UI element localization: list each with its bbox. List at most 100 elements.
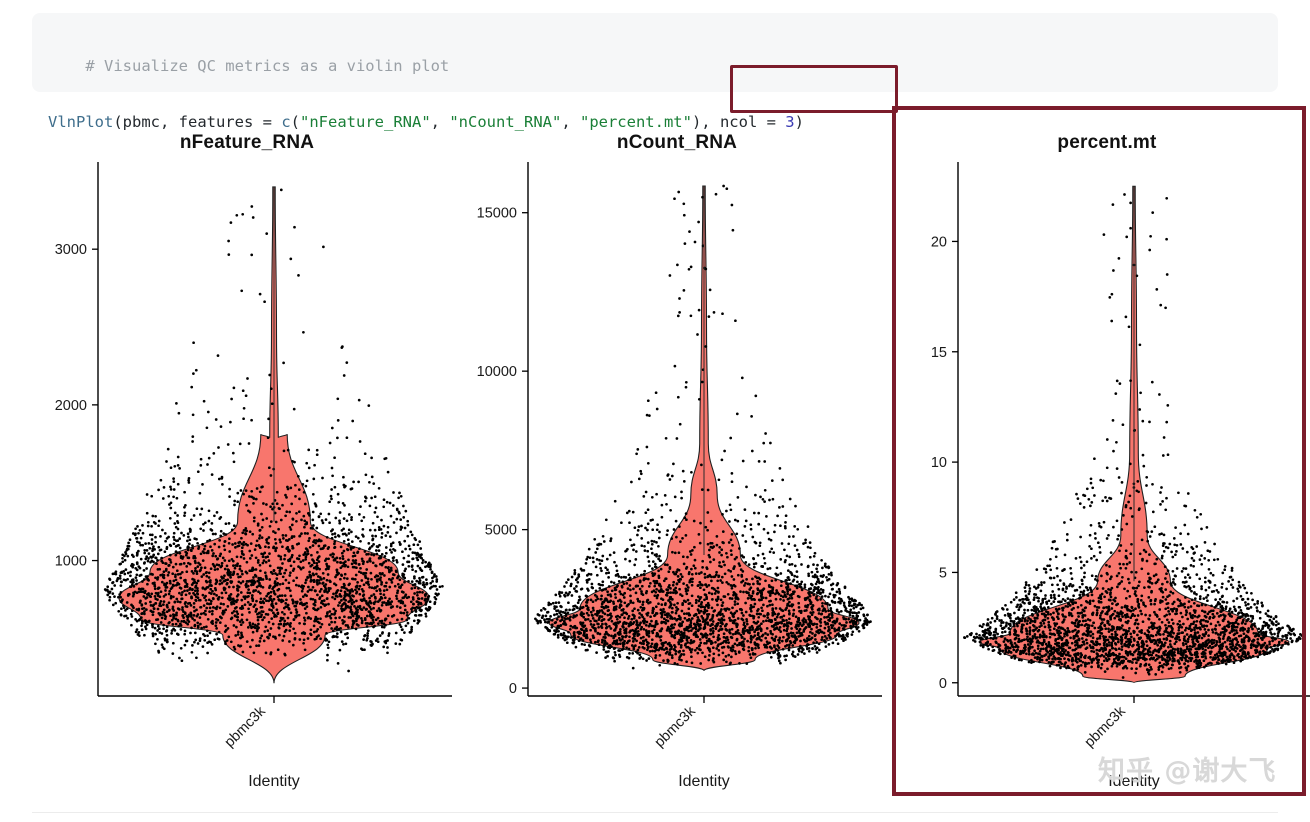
data-point [179, 587, 183, 590]
data-point [283, 594, 287, 597]
data-point [142, 569, 146, 572]
data-point [367, 583, 371, 586]
data-point [143, 548, 147, 552]
data-point [264, 545, 267, 549]
data-point [327, 640, 331, 644]
data-point [615, 617, 619, 621]
data-point [297, 584, 301, 588]
data-point [191, 544, 194, 547]
data-point [785, 554, 789, 558]
data-point [255, 599, 258, 603]
data-point [668, 274, 672, 277]
data-point [862, 613, 866, 617]
data-point [821, 566, 824, 570]
data-point [776, 514, 779, 518]
data-point [228, 495, 231, 498]
data-point [157, 488, 160, 492]
data-point [183, 643, 187, 647]
data-point [259, 601, 262, 604]
data-point [360, 579, 364, 582]
data-point [135, 582, 138, 586]
data-point [641, 619, 645, 623]
data-point [673, 197, 676, 201]
data-point [771, 607, 775, 610]
data-point [197, 545, 201, 549]
data-point [379, 592, 382, 596]
data-point [810, 622, 814, 626]
data-point [340, 604, 343, 608]
data-point [202, 551, 206, 555]
data-point [167, 592, 171, 596]
data-point [273, 635, 277, 639]
data-point [194, 567, 197, 570]
data-point [336, 662, 340, 665]
data-point [400, 617, 404, 621]
data-point [357, 570, 361, 574]
data-point [304, 578, 308, 582]
data-point [159, 478, 163, 482]
data-point [199, 552, 203, 556]
data-point [251, 599, 255, 603]
data-point [660, 597, 663, 601]
data-point [290, 502, 294, 506]
data-point [626, 640, 630, 643]
data-point [835, 583, 839, 587]
data-point [785, 629, 789, 633]
data-point [350, 626, 354, 629]
data-point [740, 554, 744, 557]
data-point [769, 655, 773, 659]
data-point [742, 590, 745, 594]
data-point [649, 645, 653, 648]
data-point [655, 553, 658, 556]
data-point [823, 616, 826, 619]
data-point [679, 578, 683, 581]
data-point [736, 496, 740, 499]
data-point [364, 600, 368, 603]
data-point [366, 634, 369, 638]
data-point [579, 637, 583, 640]
data-point [150, 542, 154, 546]
data-point [779, 584, 783, 588]
data-point [554, 621, 558, 624]
data-point [377, 525, 381, 529]
data-point [178, 537, 182, 540]
data-point [199, 605, 202, 609]
data-point [652, 540, 656, 543]
data-point [684, 589, 688, 593]
data-point [218, 517, 222, 520]
data-point [715, 599, 719, 603]
data-point [337, 534, 341, 538]
data-point [229, 221, 233, 224]
data-point [568, 618, 572, 622]
data-point [303, 525, 306, 529]
data-point [218, 606, 222, 610]
data-point [144, 627, 148, 631]
data-point [299, 560, 303, 564]
data-point [629, 620, 633, 624]
data-point [589, 623, 593, 626]
data-point [269, 505, 272, 509]
data-point [252, 576, 255, 579]
data-point [788, 643, 791, 647]
data-point [154, 602, 158, 605]
data-point [830, 616, 834, 619]
data-point [626, 547, 629, 551]
data-point [631, 609, 635, 613]
data-point [209, 599, 213, 603]
code-number-ncol: 3 [785, 113, 795, 131]
data-point [659, 608, 663, 612]
data-point [280, 600, 283, 604]
data-point [345, 361, 349, 364]
data-point [217, 477, 221, 481]
data-point [615, 639, 619, 642]
data-point [192, 341, 195, 345]
data-point [713, 575, 717, 578]
data-point [375, 589, 379, 593]
data-point [664, 622, 668, 625]
data-point [377, 486, 381, 490]
data-point [399, 586, 402, 590]
data-point [268, 586, 271, 590]
data-point [807, 574, 811, 578]
data-point [229, 598, 233, 601]
data-point [563, 635, 567, 638]
